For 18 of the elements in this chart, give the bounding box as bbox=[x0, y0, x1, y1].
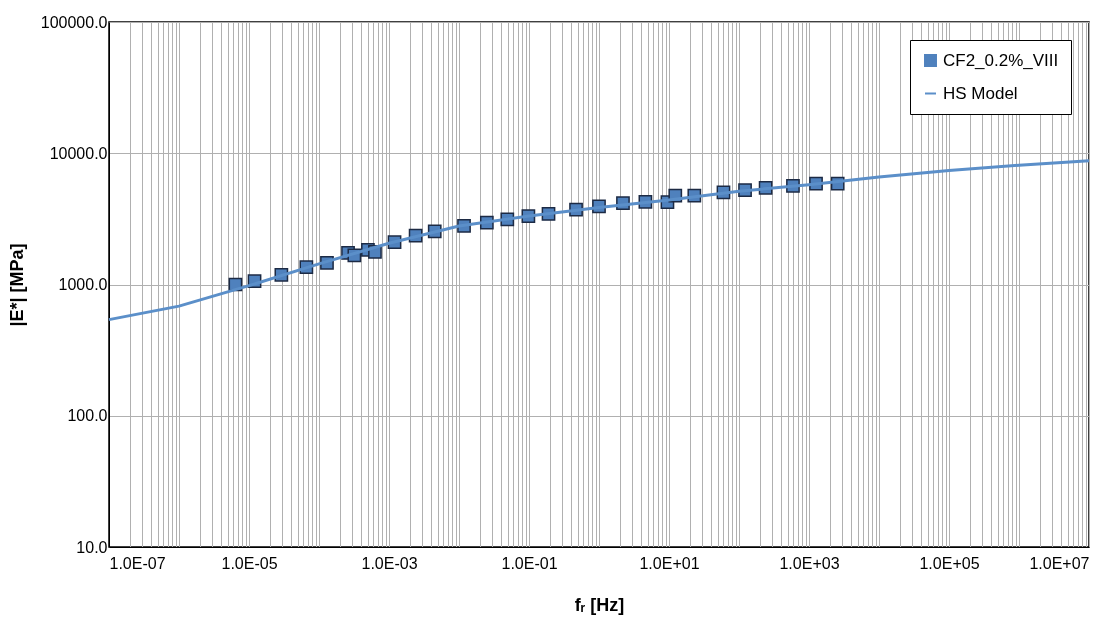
x-tick-label: 1.0E-07 bbox=[109, 554, 166, 572]
x-tick-label: 1.0E-01 bbox=[501, 554, 558, 572]
y-tick-label: 10000.0 bbox=[49, 144, 108, 162]
x-tick-label: 1.0E-03 bbox=[361, 554, 418, 572]
y-axis-title: |E*| [MPa] bbox=[6, 243, 27, 327]
y-tick-label: 1000.0 bbox=[58, 276, 108, 293]
y-tick-label: 100.0 bbox=[67, 407, 108, 425]
legend-label: HS Model bbox=[943, 83, 1018, 103]
x-tick-label: 1.0E+03 bbox=[779, 554, 840, 572]
x-tick-label: 1.0E+05 bbox=[919, 554, 980, 572]
line-series bbox=[107, 159, 1091, 322]
x-tick-label: 1.0E-05 bbox=[221, 554, 278, 572]
y-tick-label: 10.0 bbox=[76, 538, 108, 556]
x-tick-label: 1.0E+01 bbox=[639, 554, 700, 572]
x-tick-label: 1.0E+07 bbox=[1029, 554, 1090, 572]
x-axis-title: fᵣ [Hz] bbox=[574, 594, 625, 615]
y-tick-label: 100000.0 bbox=[40, 13, 108, 31]
legend-label: CF2_0.2%_VIII bbox=[943, 50, 1059, 70]
